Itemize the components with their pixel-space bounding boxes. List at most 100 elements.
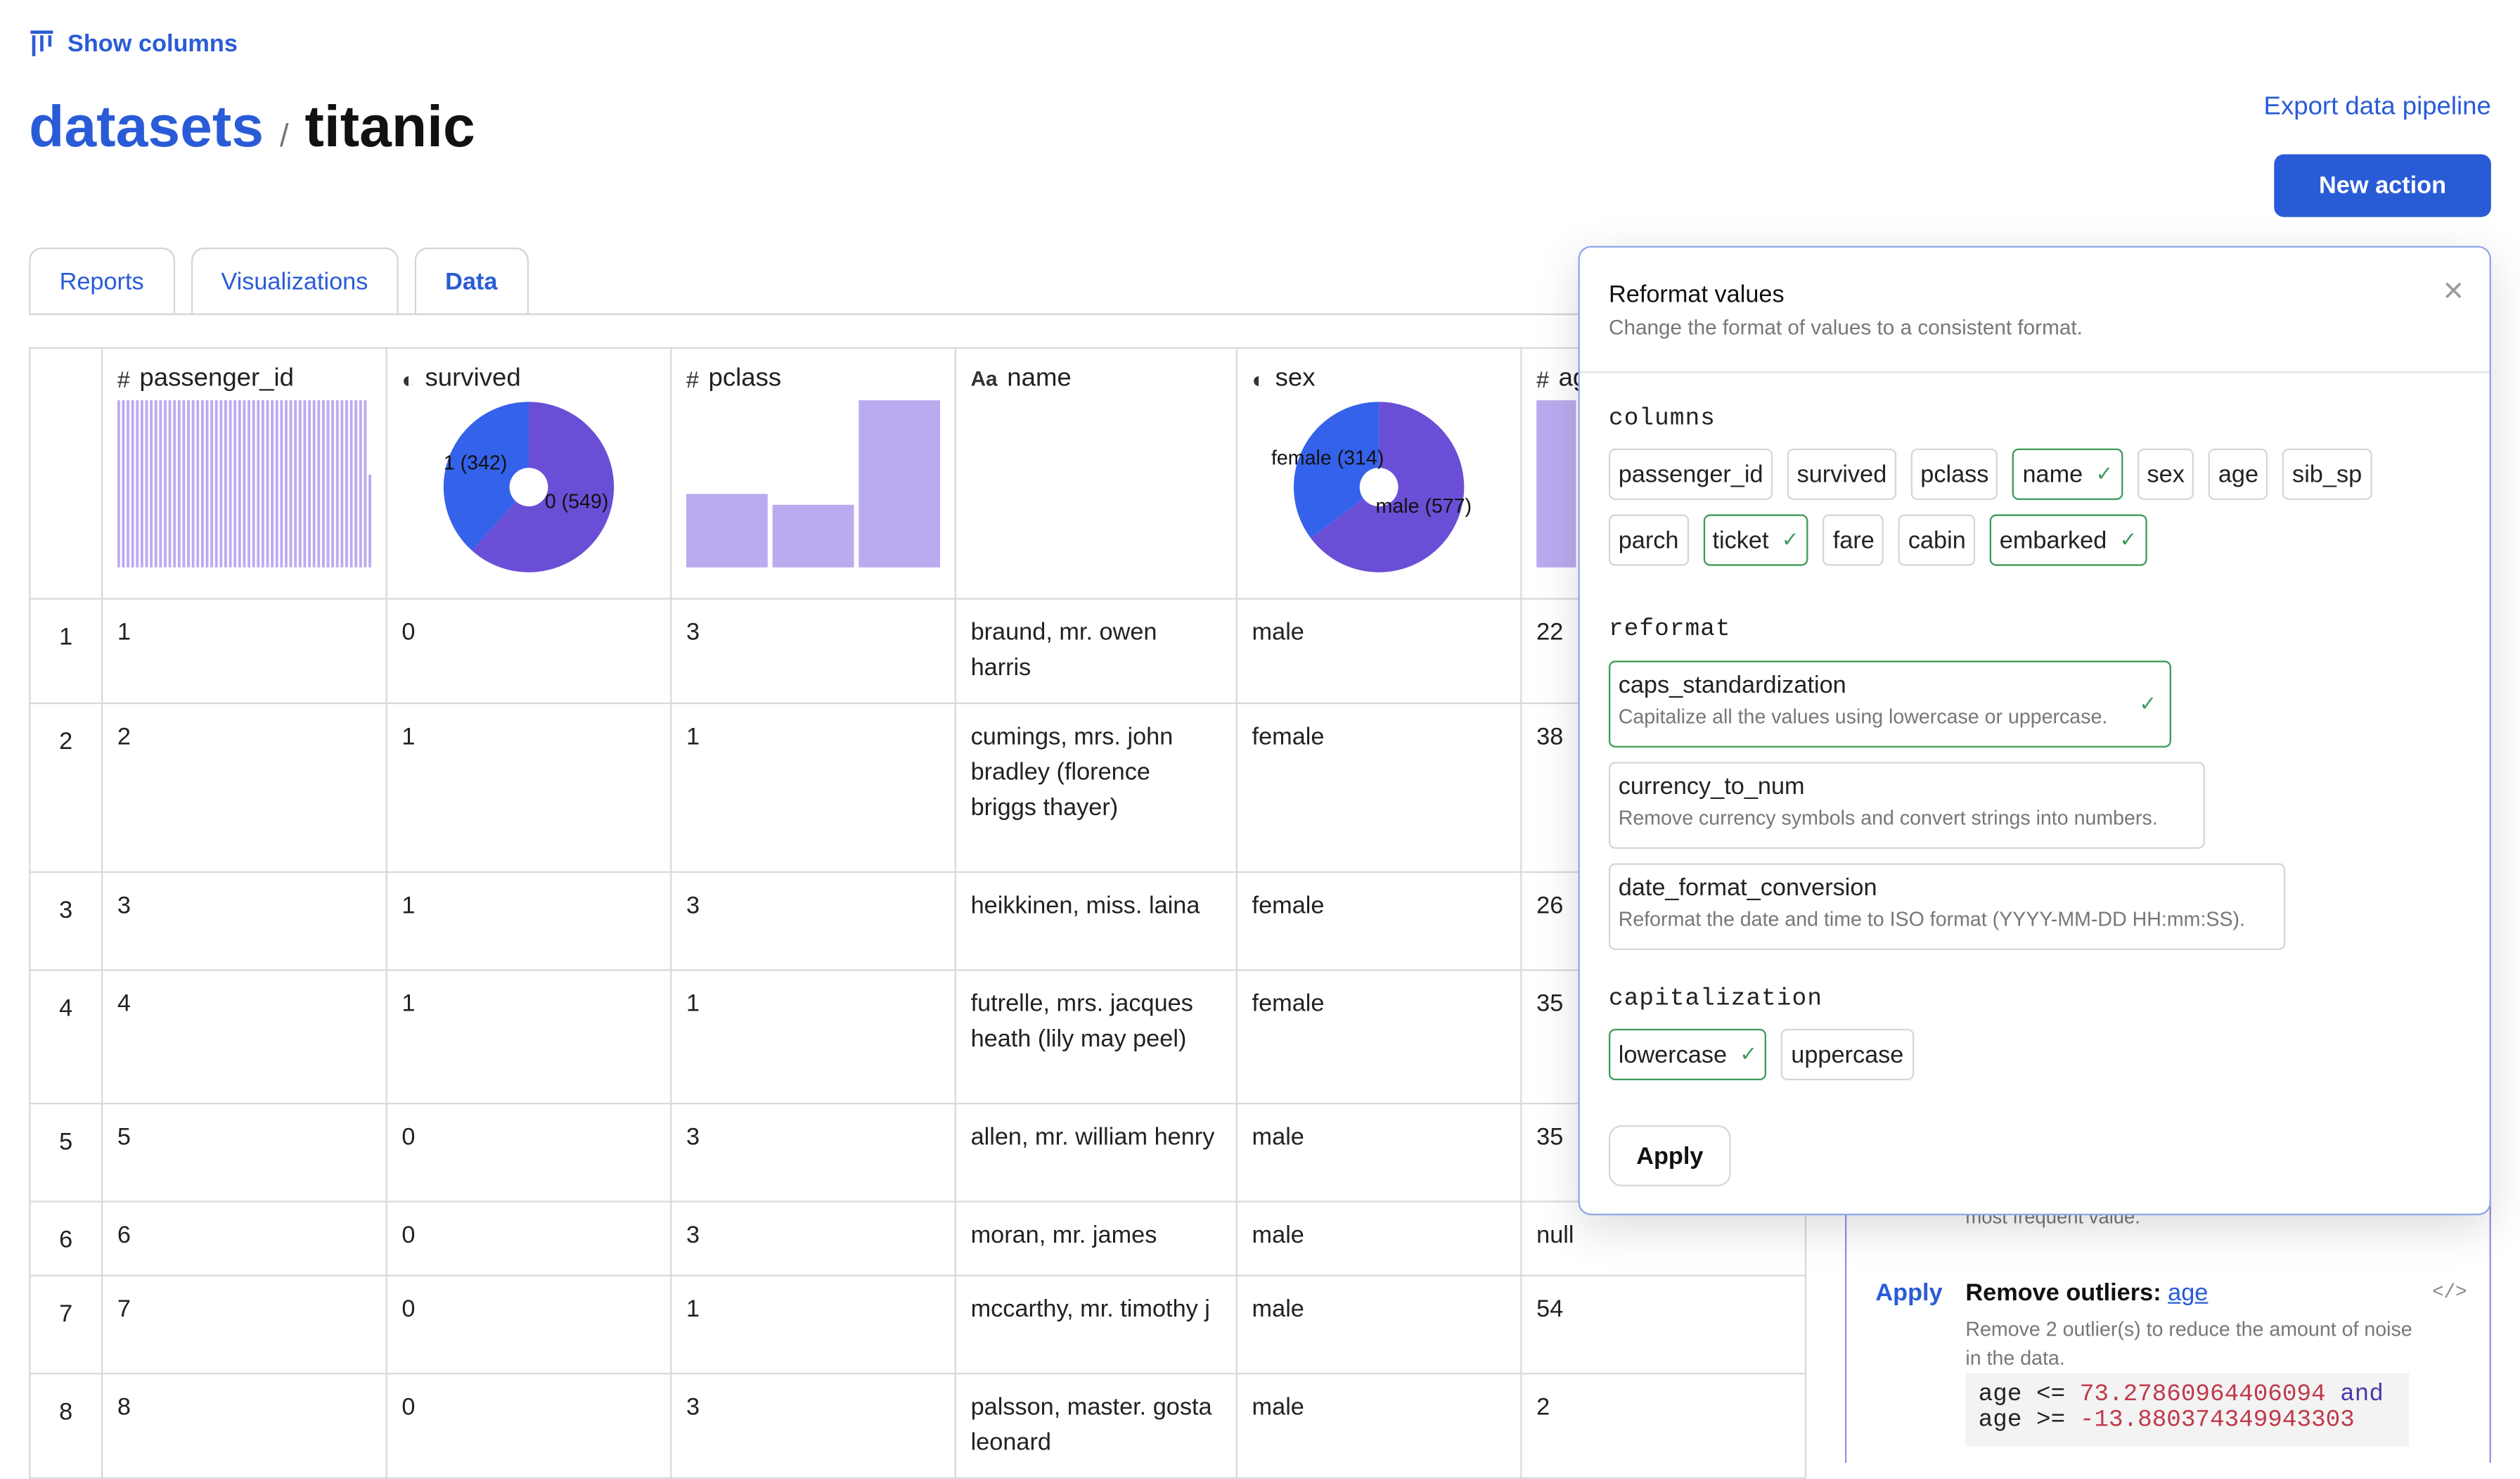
table-cell[interactable]: 5 <box>101 1102 387 1203</box>
column-header-pclass[interactable]: # pclass <box>670 347 956 600</box>
close-icon[interactable]: × <box>2443 269 2464 311</box>
passenger_id-bar <box>177 400 181 568</box>
tab-visualizations[interactable]: Visualizations <box>190 247 399 314</box>
table-cell[interactable]: futrelle, mrs. jacques heath (lily may p… <box>954 969 1238 1105</box>
table-row: 6 6 0 3 moran, mr. james male null <box>29 1201 1807 1276</box>
table-cell[interactable]: 1 <box>385 969 672 1105</box>
chip-label: survived <box>1796 460 1887 488</box>
reformat-option-caps-standardization[interactable]: caps_standardization Capitalize all the v… <box>1608 660 2171 748</box>
column-chip-sib-sp[interactable]: sib_sp <box>2282 448 2372 500</box>
column-chip-pclass[interactable]: pclass <box>1910 448 1999 500</box>
table-cell[interactable]: braund, mr. owen harris <box>954 598 1238 705</box>
show-columns-button[interactable]: Show columns <box>29 29 238 58</box>
chip-label: name <box>2022 460 2083 488</box>
table-cell[interactable]: 54 <box>1520 1274 1807 1375</box>
apply-suggestion-button[interactable]: Apply <box>1875 1279 1943 1307</box>
column-chip-cabin[interactable]: cabin <box>1898 514 1976 566</box>
suggestion-column-link[interactable]: age <box>2168 1279 2209 1307</box>
table-cell[interactable]: 1 <box>385 871 672 971</box>
table-cell[interactable]: female <box>1235 871 1522 971</box>
column-header-name[interactable]: Aa name <box>954 347 1238 600</box>
passenger_id-bar <box>298 400 302 568</box>
code-icon[interactable]: </> <box>2432 1281 2467 1304</box>
column-chip-name[interactable]: name ✓ <box>2012 448 2123 500</box>
passenger_id-bar <box>224 400 227 568</box>
breadcrumb-datasets[interactable]: datasets <box>29 93 264 160</box>
table-cell[interactable]: palsson, master. gosta leonard <box>954 1372 1238 1479</box>
table-cell[interactable]: 0 <box>385 1274 672 1375</box>
table-cell[interactable]: 1 <box>670 969 956 1105</box>
apply-button[interactable]: Apply <box>1608 1125 1731 1186</box>
option-description: Reformat the date and time to ISO format… <box>1618 908 2245 931</box>
table-cell[interactable]: 0 <box>385 598 672 705</box>
reformat-option-date-format-conversion[interactable]: date_format_conversion Reformat the date … <box>1608 863 2286 950</box>
suggestion-title: Remove outliers: age <box>1965 1279 2208 1307</box>
table-cell[interactable]: 2 <box>101 702 387 873</box>
table-row: 2 2 1 1 cumings, mrs. john bradley (florence… <box>29 702 1807 873</box>
table-cell[interactable]: male <box>1235 1201 1522 1276</box>
table-cell[interactable]: 2 <box>1520 1372 1807 1479</box>
table-cell[interactable]: 3 <box>670 1201 956 1276</box>
code-var: age <box>1978 1381 2022 1409</box>
column-chip-passenger-id[interactable]: passenger_id <box>1608 448 1773 500</box>
tab-reports[interactable]: Reports <box>29 247 175 314</box>
table-cell[interactable]: female <box>1235 969 1522 1105</box>
column-chip-embarked[interactable]: embarked ✓ <box>1990 514 2147 566</box>
table-cell[interactable]: male <box>1235 598 1522 705</box>
table-cell[interactable]: male <box>1235 1102 1522 1203</box>
column-header-survived[interactable]: ◐ survived 1 (342) 0 (549) <box>385 347 672 600</box>
table-cell[interactable]: female <box>1235 702 1522 873</box>
column-chip-sex[interactable]: sex <box>2137 448 2194 500</box>
new-action-button[interactable]: New action <box>2274 154 2491 217</box>
table-cell[interactable]: mccarthy, mr. timothy j <box>954 1274 1238 1375</box>
table-cell[interactable]: moran, mr. james <box>954 1201 1238 1276</box>
table-cell[interactable]: 0 <box>385 1372 672 1479</box>
table-cell[interactable]: 7 <box>101 1274 387 1375</box>
column-chip-fare[interactable]: fare <box>1823 514 1884 566</box>
table-cell[interactable]: 3 <box>101 871 387 971</box>
table-cell[interactable]: 8 <box>101 1372 387 1479</box>
reformat-option-currency-to-num[interactable]: currency_to_num Remove currency symbols a… <box>1608 762 2205 849</box>
passenger_id-bar <box>191 400 195 568</box>
table-cell[interactable]: 3 <box>670 1102 956 1203</box>
row-number: 4 <box>29 969 103 1105</box>
export-data-pipeline-link[interactable]: Export data pipeline <box>2263 93 2491 121</box>
option-description: Remove currency symbols and convert stri… <box>1618 807 2158 830</box>
table-cell[interactable]: 4 <box>101 969 387 1105</box>
columns-section-label: columns <box>1608 404 1716 433</box>
table-cell[interactable]: 0 <box>385 1102 672 1203</box>
passenger_id-bar <box>345 400 348 568</box>
survived-pie-slice <box>472 402 615 572</box>
capitalization-chip-uppercase[interactable]: uppercase <box>1781 1028 1914 1080</box>
column-chip-age[interactable]: age <box>2209 448 2268 500</box>
table-cell[interactable]: 1 <box>670 702 956 873</box>
table-cell[interactable]: 3 <box>670 598 956 705</box>
table-cell[interactable]: cumings, mrs. john bradley (florence bri… <box>954 702 1238 873</box>
tab-data[interactable]: Data <box>414 247 528 315</box>
table-cell[interactable]: 3 <box>670 871 956 971</box>
table-cell[interactable]: 0 <box>385 1201 672 1276</box>
table-cell[interactable]: 1 <box>385 702 672 873</box>
table-cell[interactable]: male <box>1235 1274 1522 1375</box>
passenger_id-bar <box>173 400 176 568</box>
table-cell[interactable]: male <box>1235 1372 1522 1479</box>
table-cell[interactable]: 3 <box>670 1372 956 1479</box>
table-cell[interactable]: allen, mr. william henry <box>954 1102 1238 1203</box>
column-header-passenger-id[interactable]: # passenger_id <box>101 347 387 600</box>
passenger_id-bar <box>349 400 353 568</box>
table-cell[interactable]: heikkinen, miss. laina <box>954 871 1238 971</box>
column-chip-survived[interactable]: survived <box>1787 448 1896 500</box>
table-cell[interactable]: 1 <box>101 598 387 705</box>
passenger_id-bar <box>205 400 209 568</box>
passenger_id-bar <box>150 400 153 568</box>
column-header-sex[interactable]: ◐ sex female (314) male (577) <box>1235 347 1522 600</box>
popover-subtitle: Change the format of values to a consist… <box>1608 314 2083 340</box>
capitalization-chip-lowercase[interactable]: lowercase ✓ <box>1608 1028 1767 1080</box>
table-cell[interactable]: 1 <box>670 1274 956 1375</box>
column-chip-ticket[interactable]: ticket ✓ <box>1702 514 1809 566</box>
passenger_id-bar <box>229 400 232 568</box>
table-cell[interactable]: 6 <box>101 1201 387 1276</box>
passenger_id-bar <box>145 400 148 568</box>
chip-label: lowercase <box>1618 1040 1728 1068</box>
column-chip-parch[interactable]: parch <box>1608 514 1689 566</box>
